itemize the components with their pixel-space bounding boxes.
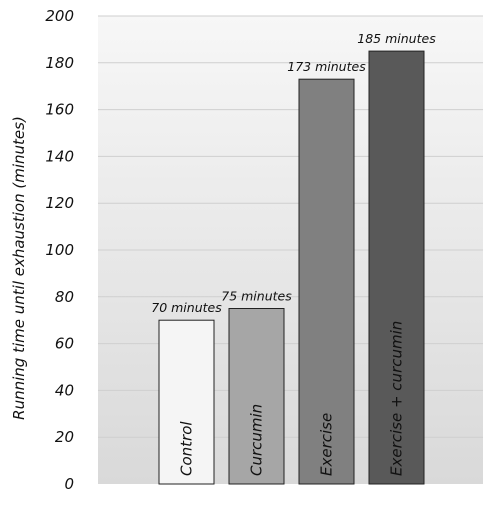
y-tick-label: 40: [55, 381, 74, 399]
data-label: 185 minutes: [357, 31, 436, 46]
y-tick-label: 20: [55, 428, 74, 446]
y-tick-label: 180: [45, 54, 74, 72]
data-label: 173 minutes: [287, 59, 366, 74]
category-label: Exercise: [318, 413, 336, 476]
y-tick-label: 0: [64, 475, 74, 493]
y-tick-label: 120: [45, 194, 74, 212]
data-label: 75 minutes: [221, 289, 292, 304]
y-tick-label: 80: [55, 288, 74, 306]
category-label: Exercise + curcumin: [388, 321, 406, 476]
data-label: 70 minutes: [151, 300, 222, 315]
y-tick-label: 60: [55, 335, 74, 353]
bar-exercise-curcumin: [368, 50, 425, 485]
y-tick-label: 200: [45, 7, 74, 25]
y-axis-label: Running time until exhaustion (minutes): [10, 116, 28, 420]
category-label: Control: [178, 421, 196, 476]
y-tick-label: 160: [45, 101, 74, 119]
bar-control: [158, 319, 215, 485]
category-label: Curcumin: [248, 404, 266, 476]
bar-exercise: [298, 78, 355, 485]
y-axis-ticks: 0 20 40 60 80 100 120 140 160 180 200: [45, 7, 74, 493]
bar-curcumin: [228, 308, 285, 485]
bars: 70 minutes Control 75 minutes Curcumin 173 m…: [151, 31, 436, 485]
y-tick-label: 140: [45, 147, 74, 165]
y-tick-label: 100: [45, 241, 74, 259]
